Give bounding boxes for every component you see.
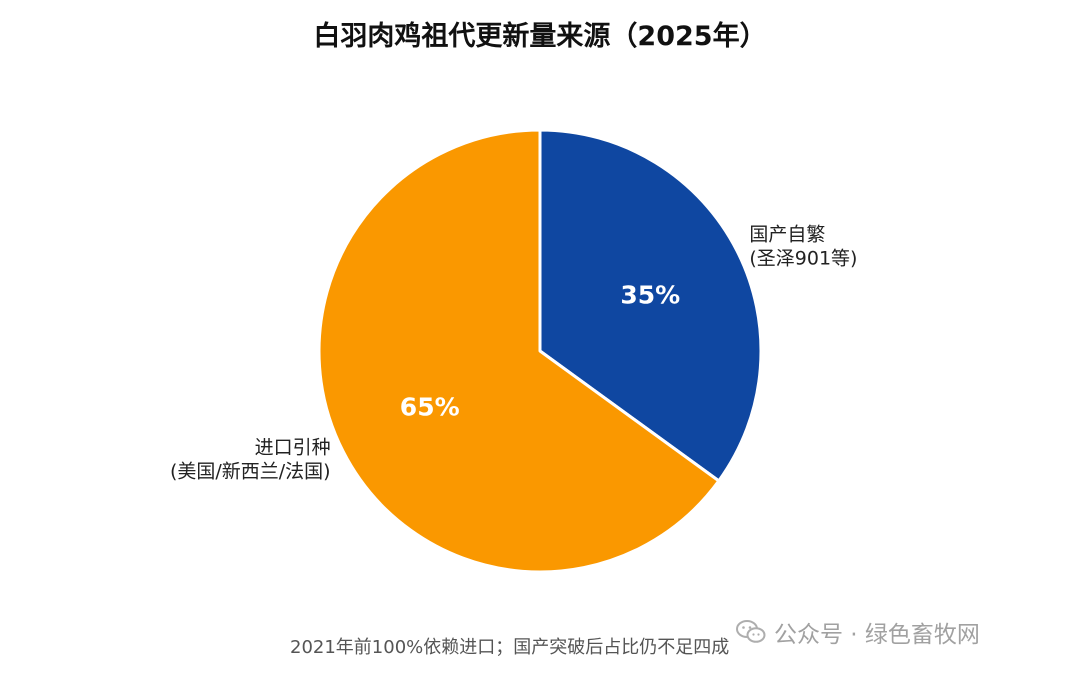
- slice-category-label-line: 进口引种: [255, 437, 331, 459]
- slice-category-label-1: 进口引种(美国/新西兰/法国): [170, 437, 331, 483]
- pie-slice-0: [538, 128, 763, 483]
- wechat-icon: [736, 620, 766, 643]
- slice-value-label-0: 35%: [620, 280, 680, 309]
- chart-footnote: 2021年前100%依赖进口；国产突破后占比仍不足四成: [290, 637, 730, 658]
- watermark-text: 公众号 · 绿色畜牧网: [774, 622, 980, 648]
- slice-category-label-line: 国产自繁: [749, 223, 825, 245]
- chart-title: 白羽肉鸡祖代更新量来源（2025年）: [313, 21, 767, 52]
- slice-category-label-line: (圣泽901等): [749, 247, 857, 269]
- watermark: 公众号 · 绿色畜牧网: [736, 614, 980, 650]
- slice-category-label-line: (美国/新西兰/法国): [170, 461, 331, 483]
- pie-slice-1: [317, 128, 721, 574]
- slice-value-label-1: 65%: [400, 393, 460, 422]
- slice-category-label-0: 国产自繁(圣泽901等): [749, 223, 857, 269]
